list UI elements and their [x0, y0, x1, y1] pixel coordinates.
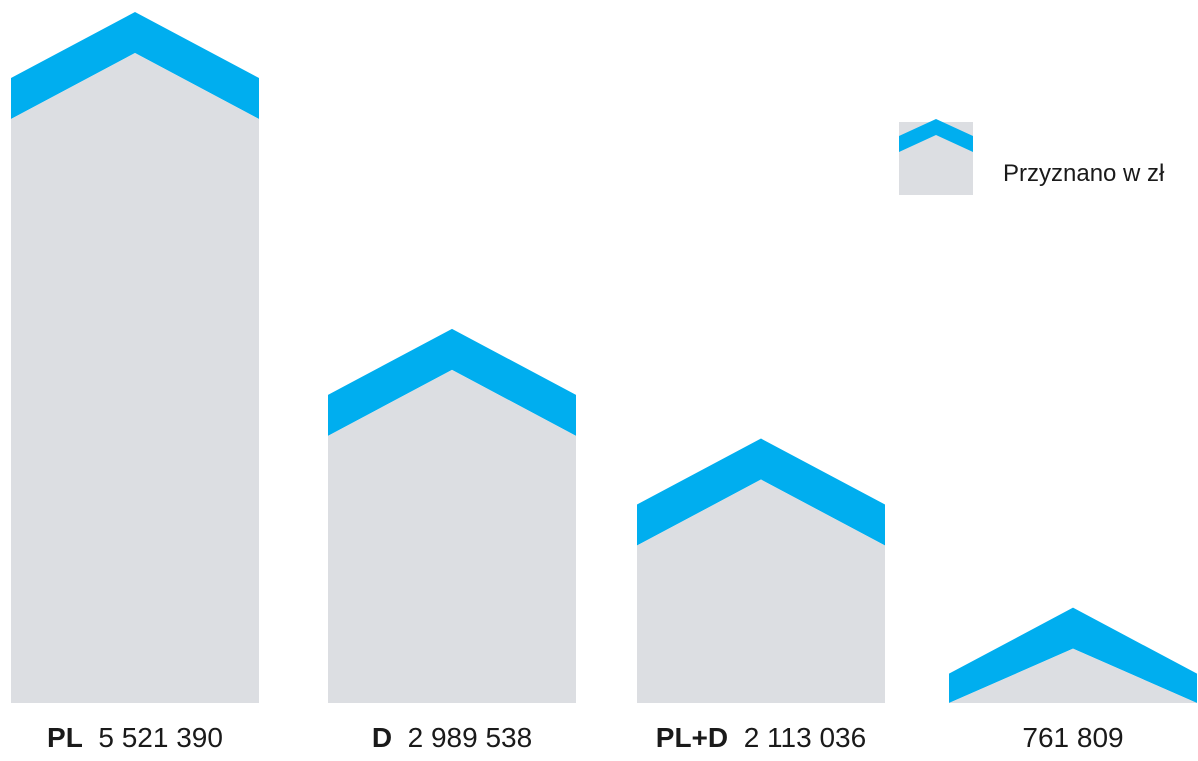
legend-swatch-icon: [899, 119, 973, 195]
bar-roof: [637, 438, 885, 546]
category-labels-group: PL 5 521 390 D 2 989 538 PL+D 2 113 036 761…: [47, 722, 1124, 753]
bar-body: [637, 479, 885, 703]
bar: [949, 607, 1197, 703]
bar: [11, 12, 259, 703]
value-label: 761 809: [1022, 722, 1123, 753]
legend-label: Przyznano w zł: [1003, 160, 1165, 187]
category-label: D: [372, 722, 392, 753]
legend: Przyznano w zł: [899, 119, 1165, 195]
bar-label: D 2 989 538: [372, 722, 532, 753]
bar: [328, 328, 576, 703]
category-label: PL: [47, 722, 83, 753]
bar: [637, 438, 885, 703]
bar-label: PL+D 2 113 036: [656, 722, 866, 753]
bar-body: [11, 53, 259, 703]
bar-roof: [949, 607, 1197, 703]
bars-group: [11, 12, 1197, 703]
category-label: PL+D: [656, 722, 728, 753]
value-label: 2 113 036: [744, 722, 867, 753]
value-label: 5 521 390: [98, 722, 223, 753]
bar-label: 761 809: [1022, 722, 1123, 753]
value-label: 2 989 538: [408, 722, 533, 753]
bar-roof: [11, 12, 259, 119]
bar-label: PL 5 521 390: [47, 722, 223, 753]
bar-roof: [328, 328, 576, 436]
bar-body: [949, 648, 1197, 703]
bar-body: [328, 369, 576, 703]
